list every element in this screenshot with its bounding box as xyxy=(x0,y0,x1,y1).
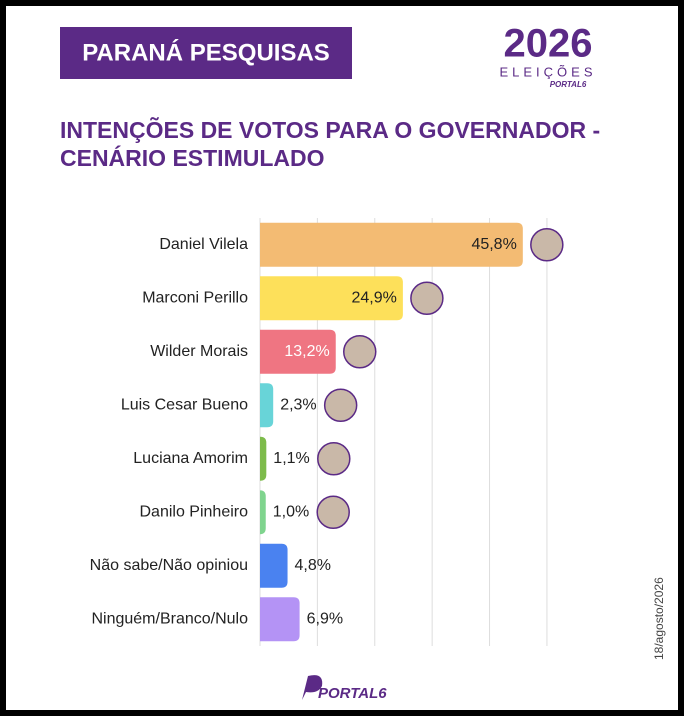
value-label: 24,9% xyxy=(352,289,397,306)
value-label: 2,3% xyxy=(280,396,316,413)
logo-label: ELEIÇÕES xyxy=(499,64,596,79)
footer: PORTAL6 xyxy=(318,685,387,702)
category-label: Wilder Morais xyxy=(150,343,248,360)
category-label: Danilo Pinheiro xyxy=(139,503,248,520)
value-label: 1,1% xyxy=(273,450,309,467)
source: PARANÁ PESQUISAS xyxy=(82,38,330,66)
value-label: 13,2% xyxy=(284,343,329,360)
category-label: Ninguém/Branco/Nulo xyxy=(91,610,248,627)
category-label: Luciana Amorim xyxy=(133,450,248,467)
avatar xyxy=(530,228,564,262)
avatar xyxy=(342,335,377,369)
chart-title: INTENÇÕES DE VOTOS PARA O GOVERNADOR - C… xyxy=(60,117,601,171)
bar xyxy=(260,329,336,374)
category-label: Marconi Perillo xyxy=(142,289,248,306)
bar xyxy=(260,383,274,428)
value-label: 6,9% xyxy=(307,610,343,627)
avatar xyxy=(410,281,444,315)
logo-year: 2026 xyxy=(504,22,593,66)
category-label: Não sabe/Não opiniou xyxy=(90,557,248,574)
bar xyxy=(259,490,266,535)
avatar xyxy=(317,442,351,476)
bar xyxy=(260,276,403,321)
value-label: 45,8% xyxy=(471,236,516,253)
bar xyxy=(260,543,288,588)
avatar xyxy=(316,495,350,529)
category-label: Daniel Vilela xyxy=(159,236,248,253)
value-label: 4,8% xyxy=(295,557,331,574)
bar xyxy=(260,436,267,481)
value-label: 1,0% xyxy=(273,503,309,520)
date: 18/agosto/2026 xyxy=(652,577,666,660)
source-box xyxy=(60,27,352,79)
category-label: Luis Cesar Bueno xyxy=(121,396,248,413)
avatar xyxy=(323,388,358,422)
bar xyxy=(260,222,523,267)
footer-icon xyxy=(302,675,323,700)
logo-brand: PORTAL6 xyxy=(550,80,587,89)
bar xyxy=(260,597,300,642)
